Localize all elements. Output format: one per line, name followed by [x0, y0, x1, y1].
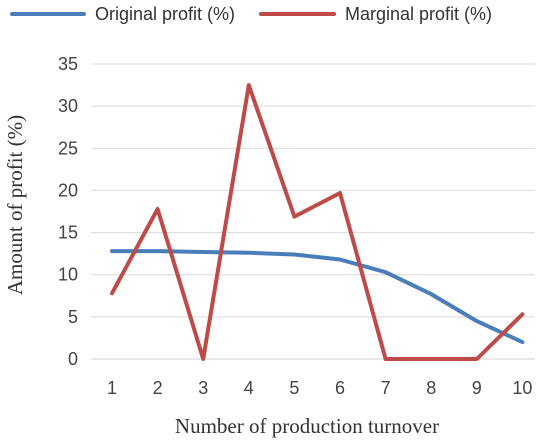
data-point-original-profit-7: [385, 272, 386, 273]
legend-label-original-profit: Original profit (%): [95, 4, 235, 24]
data-point-original-profit-1: [112, 251, 113, 252]
data-point-marginal-profit-3: [203, 359, 204, 360]
data-point-original-profit-5: [294, 254, 295, 255]
y-tick-10: 10: [58, 265, 78, 285]
data-point-original-profit-10: [522, 342, 523, 343]
legend-label-marginal-profit: Marginal profit (%): [345, 4, 492, 24]
data-point-marginal-profit-10: [522, 314, 523, 315]
data-point-original-profit-6: [340, 259, 341, 260]
gridlines: [91, 63, 535, 318]
data-point-marginal-profit-1: [112, 293, 113, 294]
x-tick-9: 9: [472, 378, 482, 398]
data-point-original-profit-4: [248, 252, 249, 253]
x-tick-8: 8: [426, 378, 436, 398]
x-tick-1: 1: [107, 378, 117, 398]
x-tick-6: 6: [335, 378, 345, 398]
data-point-marginal-profit-2: [157, 208, 158, 209]
y-tick-35: 35: [58, 54, 78, 74]
legend: Original profit (%) Marginal profit (%): [10, 4, 492, 24]
x-tick-7: 7: [381, 378, 391, 398]
x-tick-5: 5: [289, 378, 299, 398]
data-point-marginal-profit-9: [476, 359, 477, 360]
y-tick-30: 30: [58, 96, 78, 116]
data-point-original-profit-9: [476, 321, 477, 322]
data-point-marginal-profit-8: [431, 359, 432, 360]
data-point-original-profit-8: [431, 294, 432, 295]
data-point-marginal-profit-7: [385, 359, 386, 360]
series-lines: [110, 83, 525, 361]
y-tick-0: 0: [68, 349, 78, 369]
data-point-original-profit-3: [203, 251, 204, 252]
y-axis-title: Amount of profit (%): [3, 115, 27, 295]
data-point-original-profit-2: [157, 251, 158, 252]
data-point-marginal-profit-4: [248, 85, 249, 86]
data-point-marginal-profit-5: [294, 216, 295, 217]
x-axis-title: Number of production turnover: [175, 414, 439, 438]
x-tick-3: 3: [198, 378, 208, 398]
y-tick-20: 20: [58, 180, 78, 200]
y-tick-25: 25: [58, 138, 78, 158]
x-tick-4: 4: [244, 378, 254, 398]
x-tick-10: 10: [512, 378, 532, 398]
x-tick-2: 2: [153, 378, 163, 398]
y-tick-labels: 0 5 10 15 20 25 30 35: [58, 54, 78, 369]
y-tick-5: 5: [68, 307, 78, 327]
x-tick-labels: 1 2 3 4 5 6 7 8 9 10: [107, 378, 532, 398]
series-line-original-profit: [110, 249, 525, 345]
y-tick-15: 15: [58, 223, 78, 243]
series-line-marginal-profit: [110, 83, 525, 361]
data-point-marginal-profit-6: [340, 192, 341, 193]
